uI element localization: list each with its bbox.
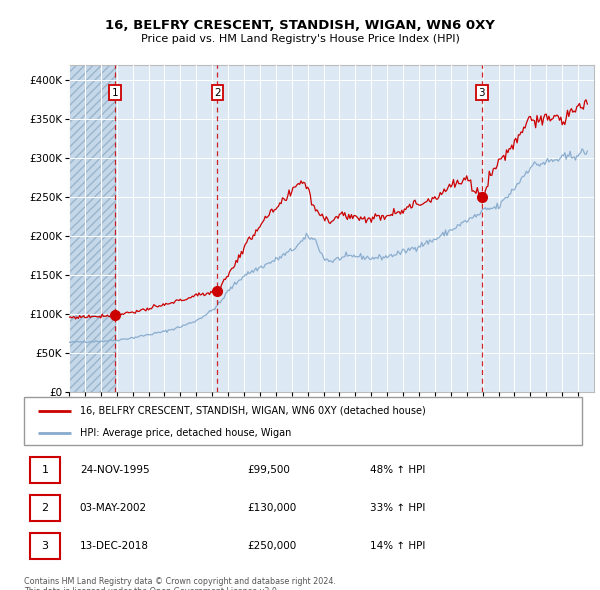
Text: 1: 1 [41, 465, 49, 475]
Text: £250,000: £250,000 [247, 541, 296, 551]
Bar [69, 65, 115, 392]
Bar [69, 65, 115, 392]
Text: 3: 3 [41, 541, 49, 551]
Text: 16, BELFRY CRESCENT, STANDISH, WIGAN, WN6 0XY (detached house): 16, BELFRY CRESCENT, STANDISH, WIGAN, WN… [80, 405, 425, 415]
Bar [29, 533, 60, 559]
Text: 2: 2 [41, 503, 49, 513]
Text: 03-MAY-2002: 03-MAY-2002 [80, 503, 147, 513]
Text: Price paid vs. HM Land Registry's House Price Index (HPI): Price paid vs. HM Land Registry's House … [140, 34, 460, 44]
Text: 48% ↑ HPI: 48% ↑ HPI [370, 465, 425, 475]
Bar [29, 457, 60, 483]
Text: 33% ↑ HPI: 33% ↑ HPI [370, 503, 425, 513]
Text: 2: 2 [214, 88, 221, 98]
Text: HPI: Average price, detached house, Wigan: HPI: Average price, detached house, Wiga… [80, 428, 291, 438]
Text: £99,500: £99,500 [247, 465, 290, 475]
Text: Contains HM Land Registry data © Crown copyright and database right 2024.
This d: Contains HM Land Registry data © Crown c… [24, 576, 336, 590]
Text: 13-DEC-2018: 13-DEC-2018 [80, 541, 149, 551]
Bar [29, 496, 60, 521]
Text: 24-NOV-1995: 24-NOV-1995 [80, 465, 149, 475]
Text: 1: 1 [112, 88, 118, 98]
Text: £130,000: £130,000 [247, 503, 296, 513]
Text: 14% ↑ HPI: 14% ↑ HPI [370, 541, 425, 551]
Text: 3: 3 [479, 88, 485, 98]
Text: 16, BELFRY CRESCENT, STANDISH, WIGAN, WN6 0XY: 16, BELFRY CRESCENT, STANDISH, WIGAN, WN… [105, 19, 495, 32]
